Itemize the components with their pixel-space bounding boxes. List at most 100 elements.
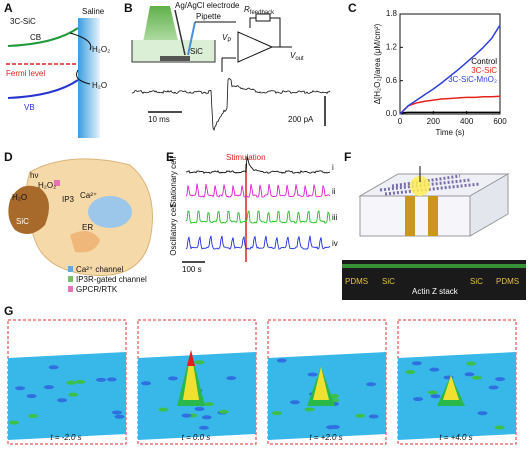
y-axis-label: Δ[H₂O₂]/area (μM/cm²) [373, 23, 382, 104]
material: 3C-SiC [10, 17, 36, 26]
bath [131, 40, 216, 63]
map-patch [411, 361, 422, 366]
panel-f: F PDMS SiC Actin Z stack SiC PDMS [342, 150, 526, 300]
er [70, 231, 100, 253]
map-patch [114, 414, 125, 419]
laser-spot [410, 176, 430, 196]
map-patch [167, 376, 178, 381]
reactant: H₂O [92, 81, 107, 90]
map-patch [477, 411, 488, 416]
peak [443, 375, 459, 400]
saline [78, 18, 100, 138]
map-patch [48, 365, 59, 370]
svg-text:Vout: Vout [290, 51, 304, 61]
plot-frame [399, 13, 501, 115]
map-patch [471, 375, 482, 380]
x-tick-label: 0 [398, 117, 403, 126]
current-trace [131, 77, 331, 132]
map-patch [307, 372, 318, 377]
arrow [76, 69, 91, 85]
x-axis-label: Time (s) [435, 128, 464, 137]
sic-wall [405, 196, 415, 236]
map-surface [8, 352, 126, 440]
sic-label: SiC [16, 217, 29, 226]
map-patch [289, 400, 300, 405]
legend-text: GPCR/RTK [76, 285, 118, 294]
map-patch [405, 370, 416, 375]
map-patch [111, 410, 122, 415]
x-tick-label: 200 [427, 117, 441, 126]
panel-label: A [4, 1, 13, 15]
series-line [399, 111, 500, 114]
panel-c: C 0.0 0.6 1.2 1.8 0 200 400 600 Time (s) Δ[H₂O₂]/… [348, 1, 507, 137]
trace-label: iv [332, 239, 338, 248]
resistor [255, 13, 271, 22]
strip-label: SiC [382, 277, 395, 286]
map-patch [366, 382, 377, 387]
map-patch [9, 420, 19, 425]
svg-text:Rfeedback: Rfeedback [244, 5, 275, 15]
map-patch [194, 360, 205, 365]
vout-label: V [290, 51, 296, 60]
map-patch [218, 409, 229, 414]
pipette-label: Pipette [196, 12, 221, 21]
x-tick-label: 400 [460, 117, 474, 126]
y-tick-label: 1.8 [386, 9, 398, 18]
vb-label: VB [24, 103, 35, 112]
map-patch [15, 386, 26, 391]
sic-particle [8, 185, 50, 234]
map-patch [57, 398, 68, 403]
legend-text: Ca²⁺ channel [76, 265, 124, 274]
panel-g: G t = -2.0 s t = 0.0 s t = +2.0 s t = +4.0 … [4, 304, 517, 445]
vb-band [7, 79, 79, 99]
legend-icon [68, 276, 73, 282]
panel-d: D hν H₂O₂ H₂O SiC IP3 Ca²⁺ ER Ca²⁺ chann… [4, 150, 153, 294]
map-patch [495, 377, 506, 382]
ion: Ca²⁺ [80, 191, 97, 200]
calcium-trace [185, 210, 331, 224]
map-patch [96, 377, 107, 382]
pipette [187, 21, 196, 56]
map-patch [368, 414, 379, 419]
panel-label: F [344, 150, 351, 164]
oscillatory: Oscillatory cell [169, 204, 178, 256]
map-patch [276, 358, 287, 363]
cell [25, 158, 153, 277]
map-patch [488, 385, 499, 390]
strip-label: PDMS [496, 277, 519, 286]
calcium-trace [185, 156, 331, 174]
substrate [160, 56, 190, 61]
strip-label: SiC [470, 277, 483, 286]
strip-label: PDMS [345, 277, 368, 286]
map-patch [464, 372, 475, 377]
legend-icon [68, 266, 73, 272]
map-patch [75, 379, 86, 384]
trace-label: i [332, 163, 334, 172]
map-patch [494, 425, 505, 430]
legend-entry: Control [471, 57, 497, 66]
time-label: t = +2.0 s [309, 433, 342, 442]
map-patch [329, 425, 340, 430]
time-scale: 100 s [182, 265, 202, 274]
map-patch [413, 397, 424, 402]
map-patch [465, 361, 476, 366]
electrode [174, 9, 186, 56]
electrode-label: Ag/AgCl electrode [175, 1, 240, 10]
legend-entry: 3C-SiC [471, 66, 497, 75]
substrate-label: SiC [190, 47, 203, 56]
peak [187, 350, 195, 366]
map-patch [27, 413, 38, 418]
reactant: H₂O [12, 193, 27, 202]
gpcr [54, 180, 60, 186]
legend-entry: 3C-SiC-MnO₂ [448, 75, 497, 84]
panel-a: A 3C-SiC Saline CB Fermi level VB H₂O₂ H… [4, 1, 110, 138]
y-tick-label: 0.6 [386, 76, 398, 85]
vp-label: V [222, 33, 228, 42]
product: H₂O₂ [38, 181, 56, 190]
ip3: IP3 [62, 195, 75, 204]
time-label: t = +4.0 s [439, 433, 472, 442]
map-patch [226, 376, 237, 381]
map-patch [181, 413, 192, 418]
y-tick-label: 0.0 [386, 109, 398, 118]
time-label: t = -2.0 s [50, 433, 81, 442]
